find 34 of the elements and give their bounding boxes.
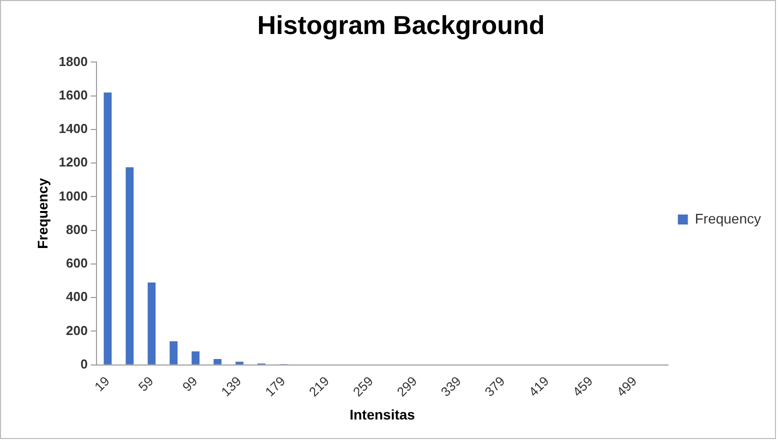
x-tick-label: 299: [394, 373, 420, 400]
y-tick-label: 600: [66, 256, 88, 271]
x-tick-label: 99: [179, 373, 200, 394]
bar: [148, 282, 156, 364]
bar: [214, 358, 222, 364]
x-tick-label: 19: [92, 373, 112, 394]
y-tick-label: 0: [80, 356, 88, 372]
y-tick-label: 1600: [58, 87, 88, 102]
x-axis-title: Intensitas: [350, 406, 416, 422]
legend-label: Frequency: [694, 210, 762, 226]
y-tick-label: 1400: [58, 121, 88, 136]
y-tick-label: 400: [66, 289, 88, 304]
x-tick-label: 179: [262, 373, 288, 400]
y-axis-title: Frequency: [34, 178, 50, 249]
bar: [192, 351, 200, 364]
x-tick-label: 419: [526, 373, 552, 400]
y-tick-label: 1000: [58, 188, 88, 204]
y-tick-label: 200: [66, 322, 88, 338]
x-tick-label: 219: [306, 373, 332, 400]
bar: [104, 92, 112, 364]
x-tick-label: 59: [135, 373, 156, 394]
x-tick-label: 499: [614, 373, 640, 400]
bar: [170, 341, 178, 364]
bar: [236, 362, 244, 364]
x-tick-label: 379: [482, 373, 508, 400]
y-tick-label: 800: [66, 222, 88, 237]
x-tick-label: 459: [570, 373, 596, 400]
x-tick-label: 259: [350, 373, 376, 400]
bar: [126, 167, 134, 364]
chart-title: Histogram Background: [257, 10, 545, 40]
y-tick-label: 1800: [58, 54, 88, 69]
x-tick-label: 139: [218, 373, 244, 400]
y-tick-label: 1200: [58, 154, 88, 170]
x-tick-label: 339: [438, 373, 464, 400]
